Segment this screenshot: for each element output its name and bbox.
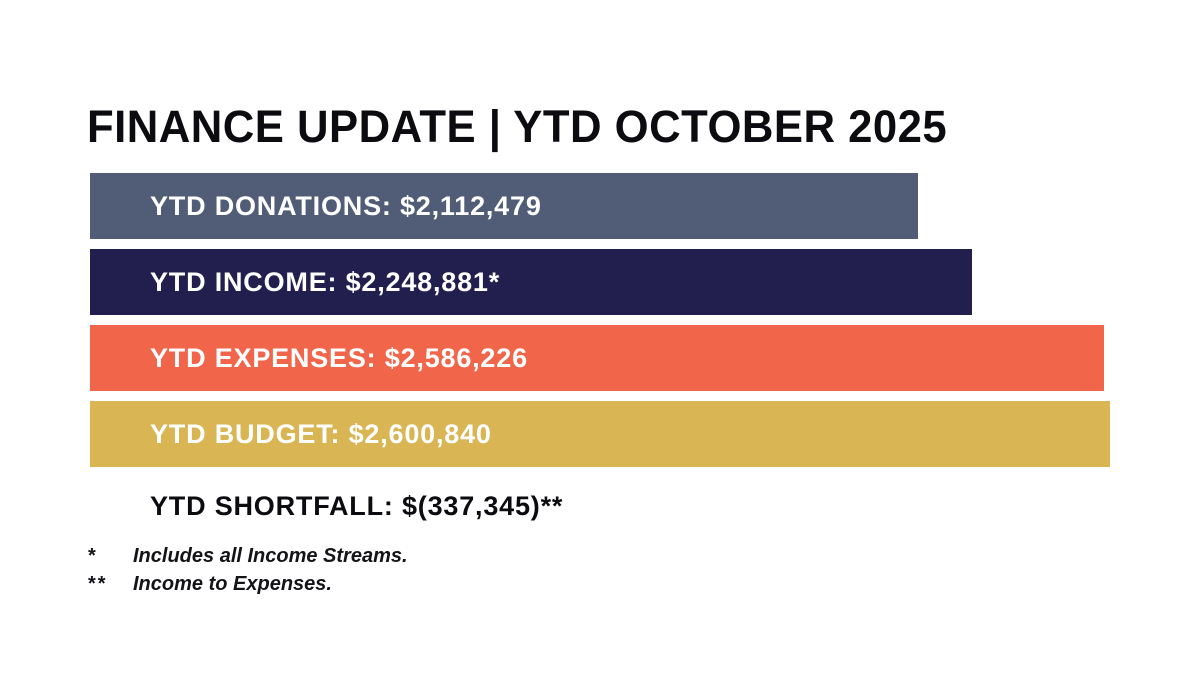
shortfall-text: YTD SHORTFALL: $(337,345)** [150, 491, 564, 521]
footnote-marker: ** [88, 573, 108, 595]
footnote-text: Income to Expenses. [133, 573, 332, 595]
footnote-text: Includes all Income Streams. [133, 545, 408, 567]
bar-label: YTD DONATIONS: $2,112,479 [150, 190, 542, 221]
bar-row: YTD EXPENSES: $2,586,226 [90, 325, 1104, 391]
footnote-marker: * [88, 545, 98, 567]
bar-chart: YTD DONATIONS: $2,112,479 YTD INCOME: $2,… [90, 173, 1110, 477]
footnote-row: * Includes all Income Streams. [88, 545, 408, 568]
footnotes: * Includes all Income Streams. ** Income to… [88, 545, 408, 601]
bar-row: YTD INCOME: $2,248,881* [90, 249, 972, 315]
bar-label: YTD INCOME: $2,248,881* [150, 266, 501, 297]
bar-row: YTD BUDGET: $2,600,840 [90, 401, 1110, 467]
bar-label: YTD EXPENSES: $2,586,226 [150, 342, 528, 373]
bar-row: YTD DONATIONS: $2,112,479 [90, 173, 918, 239]
page-title: FINANCE UPDATE | YTD OCTOBER 2025 [87, 101, 948, 152]
bar-label: YTD BUDGET: $2,600,840 [150, 418, 492, 449]
footnote-row: ** Income to Expenses. [88, 573, 408, 596]
